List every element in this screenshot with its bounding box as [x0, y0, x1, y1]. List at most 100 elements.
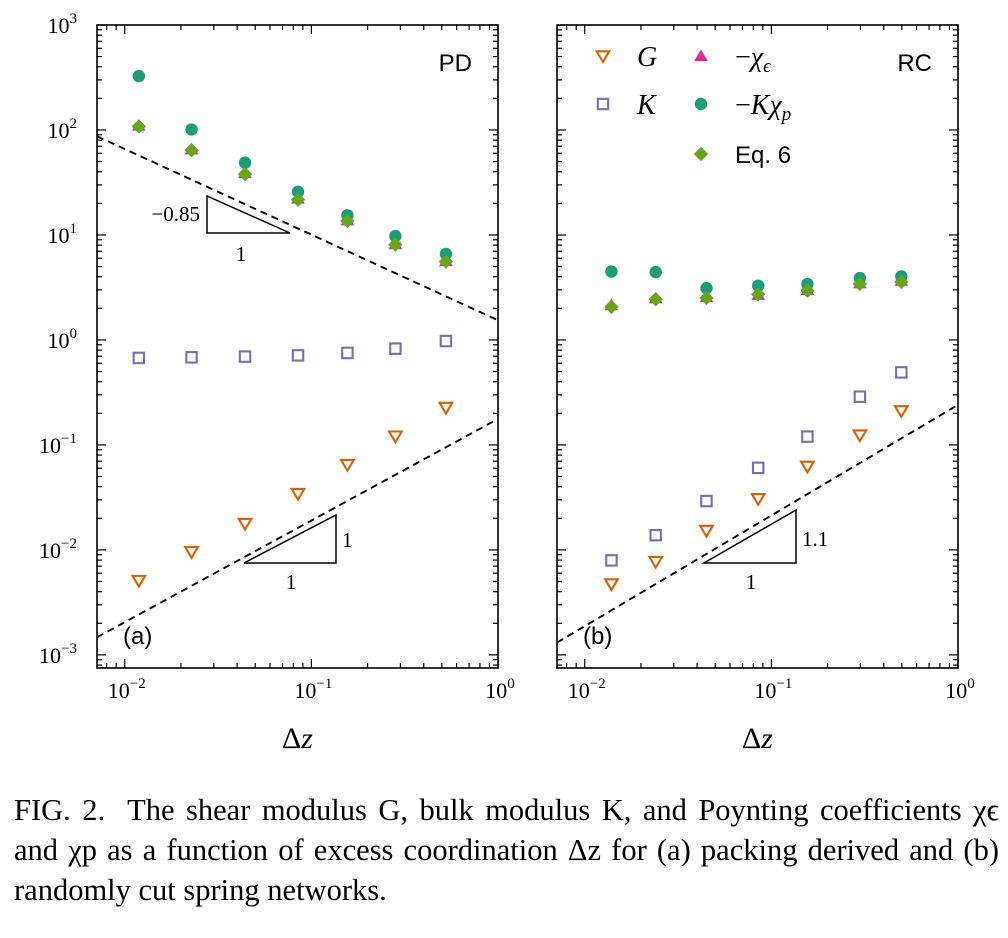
data-point: [603, 578, 620, 593]
data-point: [389, 229, 402, 243]
data-point: [183, 545, 200, 560]
data-point: [605, 265, 618, 278]
data-point: [750, 492, 767, 507]
data-point: [387, 430, 404, 445]
slope-triangles-pd: −0.85 1 1 1: [151, 194, 353, 594]
data-point: [893, 405, 910, 419]
data-point: [853, 390, 867, 403]
legend-marker: [693, 146, 709, 162]
data-point: [132, 69, 146, 83]
data-marks-rc: [603, 265, 910, 593]
legend: G −χϵ K −Kχp Eq. 6: [594, 42, 791, 169]
data-point: [699, 290, 714, 306]
data-point: [752, 279, 765, 292]
x-tick-label: 10−1: [294, 676, 332, 703]
data-point: [649, 265, 662, 279]
x-axis-title-pd: Δz: [282, 722, 313, 755]
data-point: [237, 166, 253, 182]
y-tick-label: 10−2: [39, 536, 77, 563]
data-point: [238, 156, 252, 169]
x-tick-label: 10−1: [754, 676, 792, 703]
slope-label: −0.85: [151, 202, 200, 226]
plot-frame-pd: [96, 24, 499, 669]
panel-label-b: (b): [583, 623, 612, 650]
panel-label-a: (a): [123, 623, 152, 650]
data-point: [647, 555, 664, 570]
legend-label: −χϵ: [735, 42, 772, 77]
data-point: [437, 401, 455, 416]
dashed-guide-line: [96, 135, 499, 322]
slope-triangle: [701, 508, 797, 564]
dashed-guide-line: [556, 404, 959, 644]
axis-ticks-rc: 10−2 10−1 100: [557, 24, 975, 703]
y-tick-label: 102: [48, 116, 78, 143]
data-point: [751, 287, 766, 302]
legend-label: G: [637, 42, 657, 73]
x-tick-label: 10−2: [568, 676, 606, 703]
run-label: 1: [286, 570, 297, 594]
axis-ticks-pd: 10−2 10−1 100 10−3 10−2 10−1 100 101 102 103: [39, 11, 515, 703]
data-point: [388, 237, 403, 252]
x-axis-title-rc: Δz: [742, 722, 773, 755]
y-tick-label: 10−3: [39, 641, 77, 668]
legend-marker: [596, 97, 610, 111]
legend-marker: [694, 97, 708, 111]
figure: 10−2 10−1 100 10−3 10−2 10−1 100 101 102 103 −0.8…: [39, 11, 975, 755]
y-tick-label: 100: [48, 326, 78, 353]
data-point: [649, 528, 662, 542]
data-point: [700, 494, 713, 508]
data-point: [894, 274, 909, 290]
data-point: [340, 213, 355, 229]
data-point: [131, 119, 147, 134]
slope-triangle: [206, 194, 291, 234]
legend-label: −Kχp: [735, 90, 791, 125]
data-point: [605, 554, 618, 567]
data-point: [851, 429, 869, 444]
data-point: [438, 254, 454, 269]
run-label: 1: [236, 242, 247, 266]
data-point: [698, 524, 715, 539]
y-tick-label: 101: [48, 221, 78, 248]
y-tick-label: 103: [48, 11, 78, 38]
data-point: [185, 351, 198, 364]
data-point: [236, 517, 254, 532]
data-point: [291, 185, 305, 198]
slope-triangle: [243, 513, 337, 564]
data-point: [289, 487, 307, 502]
data-point: [852, 276, 868, 292]
data-point: [238, 350, 252, 363]
data-point: [291, 349, 305, 362]
legend-label: K: [636, 90, 657, 121]
data-point: [339, 458, 356, 473]
legend-label: Eq. 6: [735, 142, 791, 169]
data-point: [130, 574, 147, 589]
slope-label: 1.1: [802, 527, 828, 551]
data-point: [895, 366, 908, 379]
data-point: [700, 282, 713, 295]
data-point: [184, 143, 199, 158]
guide-lines-pd: [96, 135, 499, 639]
legend-marker: [594, 50, 612, 65]
panel-title-rc: RC: [897, 50, 932, 77]
data-point: [290, 192, 306, 207]
x-tick-label: 100: [945, 676, 975, 703]
data-point: [648, 292, 663, 307]
data-point: [801, 430, 814, 443]
caption-label: FIG. 2.: [14, 793, 106, 827]
legend-marker: [694, 49, 708, 62]
slope-label: 1: [342, 528, 353, 552]
data-point: [341, 346, 354, 360]
panel-title-pd: PD: [439, 50, 472, 77]
x-tick-label: 100: [485, 676, 515, 703]
data-point: [185, 123, 198, 136]
data-marks-pd: [130, 69, 455, 589]
run-label: 1: [746, 570, 757, 594]
panel-rc: 10−2 10−1 100 1.1 1 RC (b) Δz G −χϵ K −Kχp Eq. …: [556, 24, 975, 755]
data-point: [132, 351, 146, 365]
guide-lines-rc: [556, 404, 959, 644]
figure-caption: FIG. 2. The shear modulus G, bulk modulus…: [14, 790, 999, 910]
data-point: [439, 247, 453, 261]
plot-frame-rc: [556, 24, 959, 669]
data-point: [389, 342, 402, 355]
data-point: [800, 283, 815, 298]
